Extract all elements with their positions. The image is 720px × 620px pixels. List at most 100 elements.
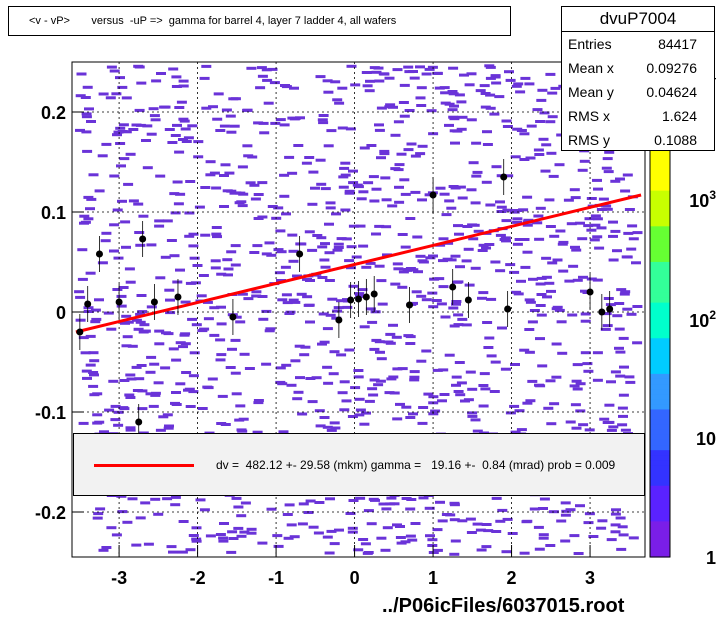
heatmap-cell — [626, 247, 637, 251]
heatmap-cell — [75, 318, 86, 322]
heatmap-cell — [511, 290, 522, 294]
heatmap-cell — [525, 300, 536, 304]
heatmap-cell — [447, 90, 458, 93]
heatmap-cell — [392, 262, 403, 266]
heatmap-cell — [163, 332, 174, 336]
heatmap-cell — [475, 528, 486, 532]
heatmap-cell — [121, 96, 132, 100]
heatmap-cell — [572, 363, 583, 367]
heatmap-cell — [116, 304, 127, 308]
heatmap-cell — [218, 539, 229, 543]
stats-value: 0.1088 — [654, 132, 697, 148]
heatmap-cell — [391, 335, 402, 339]
heatmap-cell — [375, 379, 386, 383]
heatmap-cell — [175, 341, 186, 345]
heatmap-cell — [236, 200, 247, 204]
palette-band — [650, 272, 670, 278]
palette-band — [650, 267, 670, 273]
heatmap-cell — [171, 358, 182, 362]
heatmap-cell — [469, 223, 480, 227]
heatmap-cell — [359, 146, 370, 150]
heatmap-cell — [455, 265, 465, 269]
heatmap-cell — [616, 547, 627, 551]
heatmap-cell — [113, 423, 124, 427]
heatmap-cell — [412, 235, 423, 239]
heatmap-cell — [318, 121, 329, 125]
heatmap-cell — [569, 188, 580, 192]
heatmap-cell — [364, 89, 375, 93]
heatmap-cell — [512, 209, 523, 212]
heatmap-cell — [188, 374, 199, 378]
heatmap-cell — [485, 65, 496, 69]
heatmap-cell — [369, 66, 380, 70]
heatmap-cell — [580, 289, 590, 293]
heatmap-cell — [162, 497, 173, 501]
heatmap-cell — [446, 258, 457, 262]
heatmap-cell — [253, 193, 264, 196]
heatmap-cell — [545, 379, 556, 383]
heatmap-cell — [184, 211, 195, 215]
heatmap-cell — [541, 143, 552, 147]
heatmap-cell — [150, 497, 161, 501]
heatmap-cell — [154, 219, 165, 223]
heatmap-cell — [478, 384, 489, 387]
heatmap-cell — [200, 233, 211, 237]
heatmap-cell — [610, 229, 621, 233]
heatmap-cell — [316, 182, 327, 186]
heatmap-cell — [547, 115, 558, 119]
heatmap-cell — [475, 89, 486, 93]
heatmap-cell — [567, 313, 578, 317]
heatmap-cell — [592, 378, 603, 382]
heatmap-cell — [409, 76, 420, 80]
heatmap-cell — [479, 84, 490, 88]
heatmap-cell — [573, 552, 584, 555]
palette-band — [650, 185, 670, 192]
heatmap-cell — [288, 298, 299, 302]
heatmap-cell — [85, 334, 96, 338]
heatmap-cell — [149, 362, 160, 366]
palette-band — [650, 180, 670, 187]
heatmap-cell — [440, 91, 451, 95]
heatmap-cell — [301, 161, 312, 165]
heatmap-cell — [524, 328, 535, 331]
heatmap-cell — [520, 76, 531, 80]
heatmap-cell — [482, 130, 492, 134]
heatmap-cell — [592, 351, 603, 355]
heatmap-cell — [394, 200, 405, 204]
heatmap-cell — [257, 181, 268, 185]
heatmap-cell — [353, 548, 364, 552]
heatmap-cell — [121, 245, 131, 249]
heatmap-cell — [424, 67, 435, 71]
heatmap-cell — [543, 406, 554, 410]
heatmap-cell — [172, 180, 183, 184]
heatmap-cell — [230, 97, 241, 101]
heatmap-cell — [117, 510, 128, 514]
heatmap-cell — [165, 298, 175, 302]
heatmap-cell — [484, 243, 495, 246]
heatmap-cell — [461, 259, 472, 263]
heatmap-cell — [390, 133, 401, 137]
heatmap-cell — [454, 232, 464, 236]
palette-band — [650, 205, 670, 212]
heatmap-cell — [444, 353, 455, 357]
heatmap-cell — [430, 409, 441, 413]
heatmap-cell — [178, 345, 188, 349]
heatmap-cell — [154, 329, 165, 333]
heatmap-cell — [610, 512, 621, 516]
heatmap-cell — [558, 240, 569, 244]
heatmap-cell — [169, 192, 180, 196]
heatmap-cell — [154, 224, 165, 228]
heatmap-cell — [535, 304, 546, 307]
heatmap-cell — [509, 404, 520, 408]
heatmap-cell — [464, 83, 475, 87]
heatmap-cell — [379, 152, 390, 156]
heatmap-cell — [631, 261, 641, 265]
palette-band — [650, 399, 670, 405]
color-palette: 110102103104 — [649, 70, 716, 568]
heatmap-cell — [361, 71, 372, 74]
heatmap-cell — [251, 290, 262, 294]
heatmap-cell — [360, 542, 371, 546]
heatmap-cell — [237, 204, 248, 208]
heatmap-cell — [578, 275, 588, 279]
heatmap-cell — [546, 289, 556, 293]
